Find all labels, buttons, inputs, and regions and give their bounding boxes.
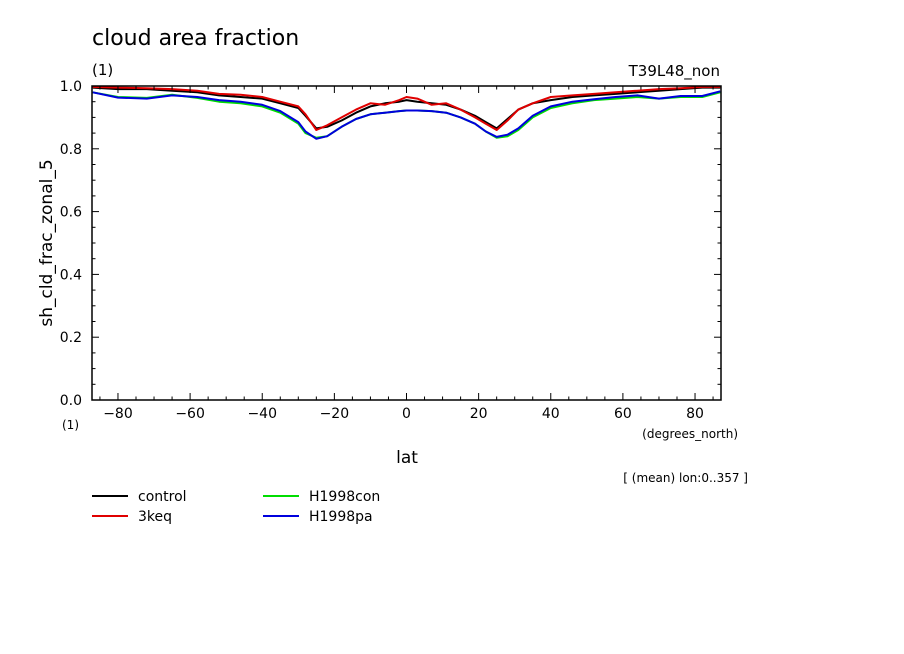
legend-label: H1998con (309, 489, 380, 505)
series-line-control (92, 86, 721, 130)
y-tick-label: 0.2 (60, 330, 82, 346)
x-tick-label: 0 (402, 406, 411, 422)
x-tick-label: 20 (470, 406, 488, 422)
y-tick-label: 0.0 (60, 393, 82, 409)
mean-note: [ (mean) lon:0..357 ] (623, 471, 748, 485)
series-line-3keq (92, 85, 721, 131)
y-tick-label: 0.6 (60, 205, 82, 221)
x-tick-label: 80 (686, 406, 704, 422)
y-tick-label: 0.4 (60, 267, 82, 283)
plot-frame (91, 85, 722, 401)
x-tick-label: −60 (175, 406, 205, 422)
y-axis-label: sh_cld_frac_zonal_5 (37, 159, 57, 326)
experiment-label: T39L48_non (628, 62, 720, 81)
chart-title: cloud area fraction (92, 26, 299, 51)
x-axis-label: lat (396, 448, 418, 468)
axis-ticks: −80 −60 −40 −20 0 20 40 60 80 0.0 0.2 0.4 0.6 0.8 1.0 (60, 79, 721, 422)
x-tick-label: 40 (542, 406, 560, 422)
x-tick-label: 60 (614, 406, 632, 422)
legend: control 3keq H1998con H1998pa (92, 489, 380, 525)
y-tick-label: 1.0 (60, 79, 82, 95)
legend-label: control (138, 489, 187, 505)
x-tick-label: −40 (247, 406, 277, 422)
legend-label: H1998pa (309, 509, 373, 525)
series-line-h1998pa (92, 90, 721, 140)
x-tick-label: −20 (320, 406, 350, 422)
title-unit: (1) (92, 61, 113, 79)
legend-label: 3keq (138, 509, 172, 525)
y-tick-label: 0.8 (60, 142, 82, 158)
x-tick-label: −80 (103, 406, 133, 422)
plot-lines (92, 85, 721, 140)
x-axis-unit: (degrees_north) (642, 427, 738, 441)
y-axis-unit: (1) (62, 418, 79, 432)
